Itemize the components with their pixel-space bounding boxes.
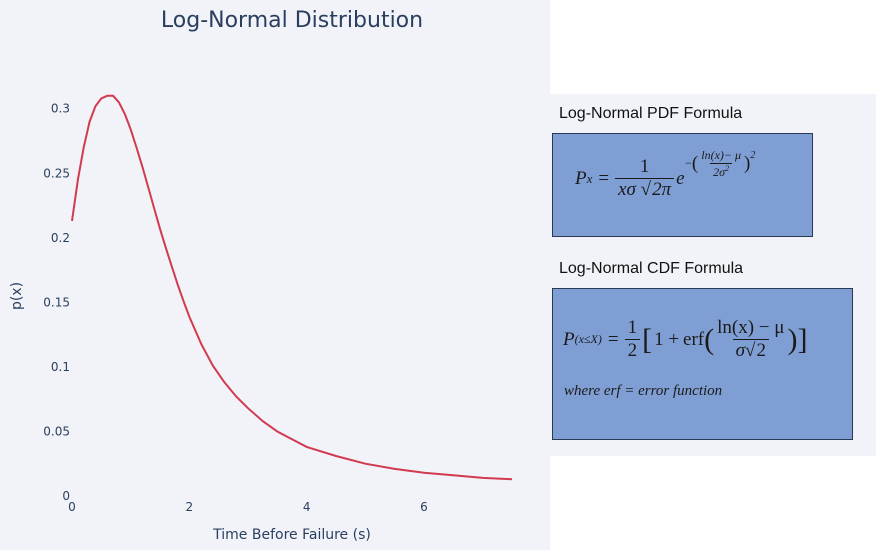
pdf-exp-denominator: 2σ2 [710, 162, 733, 180]
x-axis-ticks: 0 2 4 6 [68, 500, 428, 514]
x-axis-title: Time Before Failure (s) [212, 527, 371, 543]
y-axis-title: p(x) [9, 282, 25, 310]
cdf-numerator: ln(x) − μ [717, 317, 785, 338]
y-axis-ticks: 0 0.05 0.1 0.15 0.2 0.25 0.3 [43, 102, 70, 503]
cdf-denominator: σ√2 [732, 339, 769, 362]
cdf-fraction: ln(x) − μ σ√2 [714, 317, 787, 362]
x-tick-label: 2 [186, 500, 194, 514]
x-tick-label: 6 [420, 500, 428, 514]
cdf-half-denominator: 2 [624, 339, 641, 362]
cdf-formula-heading: Log-Normal CDF Formula [559, 260, 744, 277]
cdf-den-radicand: 2 [755, 339, 766, 361]
pdf-lhs: P [575, 167, 587, 189]
pdf-numerator: 1 [639, 156, 650, 177]
y-tick-label: 0.1 [51, 360, 70, 374]
pdf-exponent: − ( ln(x)− μ 2σ2 ) 2 [685, 148, 755, 180]
y-tick-label: 0.15 [43, 295, 70, 309]
left-bracket: [ [642, 322, 653, 356]
y-tick-label: 0.3 [51, 102, 70, 116]
pdf-den-prefix: xσ [618, 179, 636, 200]
cdf-den-prefix: σ [735, 340, 746, 361]
pdf-lhs-subscript: x [586, 170, 593, 186]
pdf-fraction: 1 xσ √2π [615, 156, 675, 201]
x-tick-label: 0 [68, 500, 76, 514]
pdf-exp-den-power: 2 [725, 163, 730, 173]
series-line [71, 94, 513, 481]
pdf-formula-heading: Log-Normal PDF Formula [559, 105, 743, 122]
cdf-half: 1 2 [624, 317, 641, 362]
sqrt-sign: √ [640, 179, 652, 200]
sqrt-sign: √ [745, 340, 756, 361]
cdf-formula-box: P (x≤X) = 1 2 [ 1 + erf ( ln(x) − μ σ√2 )… [552, 288, 853, 440]
pdf-exp-fraction: ln(x)− μ 2σ2 [698, 148, 744, 180]
pdf-exp-power: 2 [750, 150, 756, 161]
pdf-exp-den-text: 2σ [713, 164, 726, 179]
y-tick-label: 0.25 [43, 166, 70, 180]
chart-title: Log-Normal Distribution [161, 8, 423, 33]
cdf-formula: P (x≤X) = 1 2 [ 1 + erf ( ln(x) − μ σ√2 )… [563, 317, 807, 362]
lognormal-chart: Log-Normal Distribution 00.050.10.150.20… [9, 8, 513, 543]
right-paren: ) [787, 322, 798, 356]
cdf-erf: erf [683, 328, 705, 350]
pdf-exp-sign: − [685, 156, 692, 170]
right-bracket: ] [797, 322, 808, 356]
pdf-exponential: e − ( ln(x)− μ 2σ2 ) 2 [676, 148, 755, 190]
right-paren: ) [744, 152, 751, 174]
y-tick-label: 0 [62, 489, 70, 503]
cdf-equals: = [607, 328, 619, 350]
left-paren: ( [704, 322, 715, 356]
y-tick-label: 0.2 [51, 231, 70, 245]
y-tick-label: 0.05 [43, 424, 70, 438]
pdf-den-radicand: 2π [651, 178, 672, 200]
left-paren: ( [691, 152, 699, 174]
cdf-half-numerator: 1 [627, 317, 638, 338]
cdf-one-plus: 1 + [654, 328, 680, 350]
pdf-equals: = [598, 167, 610, 189]
pdf-base: e [676, 167, 685, 189]
pdf-exp-numerator: ln(x)− μ [701, 147, 742, 162]
cdf-lhs: P [563, 328, 575, 350]
x-tick-label: 4 [303, 500, 311, 514]
erf-note: where erf = error function [564, 383, 723, 399]
chart-panel: Log-Normal Distribution 0 0.05 0.1 0.15 0.2 0… [0, 0, 550, 550]
cdf-lhs-subscript: (x≤X) [574, 332, 602, 346]
pdf-denominator: xσ √2π [615, 178, 675, 201]
